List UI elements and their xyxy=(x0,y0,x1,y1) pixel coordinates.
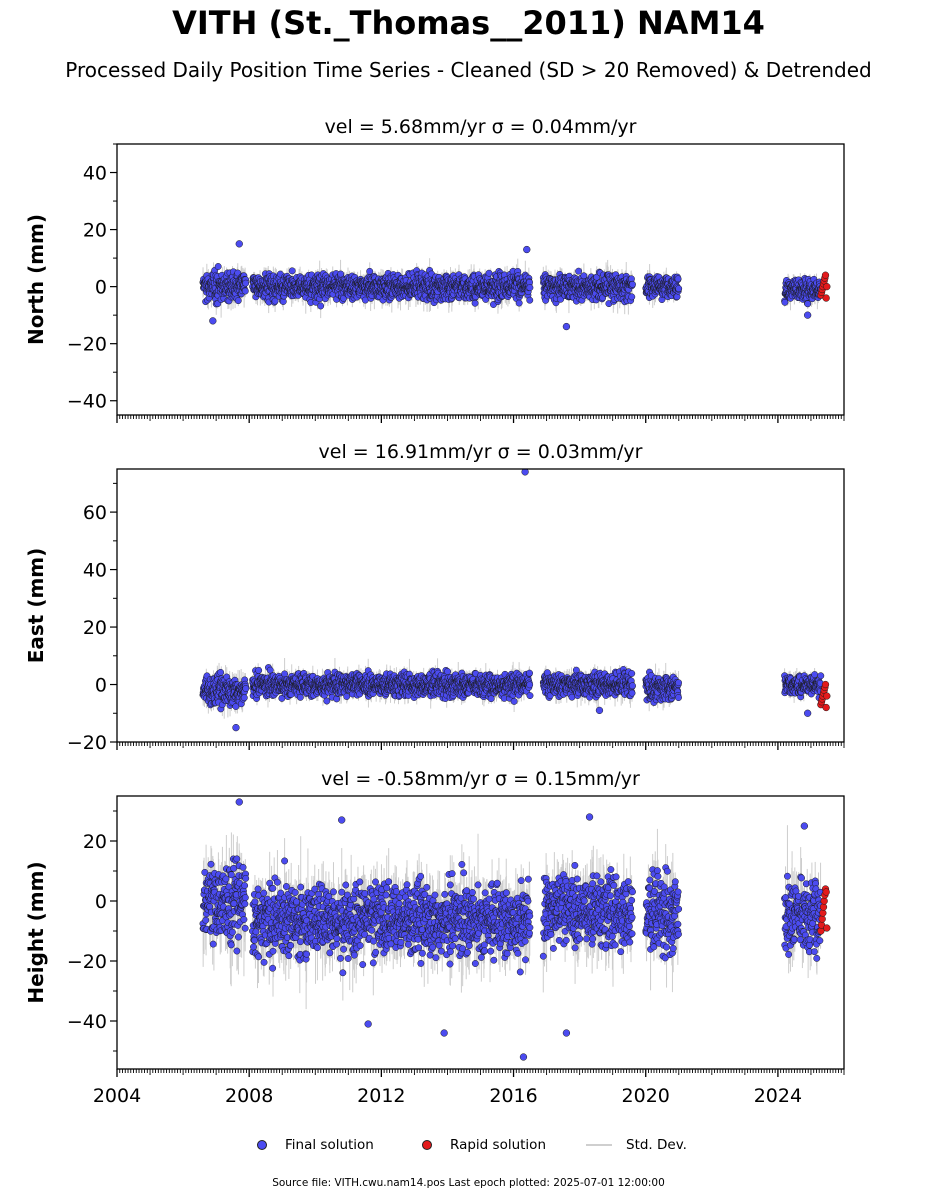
final-point xyxy=(288,267,296,275)
final-solution-points-north xyxy=(199,240,825,331)
y-axis-label-north: North (mm) xyxy=(24,214,48,345)
final-point xyxy=(515,299,523,307)
final-point xyxy=(673,293,681,301)
final-point-outlier xyxy=(523,245,531,254)
rapid-solution-points-north xyxy=(817,271,831,302)
rapid-point xyxy=(823,282,831,291)
final-point xyxy=(217,668,225,676)
final-point xyxy=(232,703,240,710)
y-tick-label: −40 xyxy=(67,391,107,413)
final-point xyxy=(629,280,636,288)
y-tick-label: 40 xyxy=(83,163,107,185)
final-point-outlier xyxy=(235,240,243,248)
final-point xyxy=(214,263,222,270)
final-point xyxy=(675,285,683,293)
final-point-outlier xyxy=(209,317,217,325)
final-point xyxy=(242,685,250,693)
final-point xyxy=(242,279,250,287)
final-point xyxy=(240,694,248,702)
panel-data-north xyxy=(199,240,831,331)
final-point xyxy=(526,284,534,292)
final-point xyxy=(485,269,493,277)
final-point xyxy=(241,287,249,295)
rapid-point xyxy=(821,271,830,279)
final-point xyxy=(804,300,812,308)
final-point-outlier xyxy=(804,311,812,319)
final-point xyxy=(271,297,279,305)
final-point xyxy=(628,293,636,301)
panel-title-north: vel = 5.68mm/yr σ = 0.04mm/yr xyxy=(325,116,637,138)
y-tick-label: 0 xyxy=(95,277,107,299)
final-point xyxy=(366,267,374,275)
y-tick-label: 20 xyxy=(83,220,107,242)
final-point xyxy=(361,296,369,304)
final-point xyxy=(234,297,242,305)
final-point xyxy=(255,666,263,674)
panel-data-east xyxy=(199,469,831,732)
rapid-point xyxy=(822,294,830,302)
final-point xyxy=(526,296,534,304)
figure-title: VITH (St._Thomas__2011) NAM14 xyxy=(172,4,765,42)
final-solution-points-east xyxy=(199,469,825,732)
final-point xyxy=(674,275,682,283)
final-point xyxy=(781,298,789,306)
final-point-outlier xyxy=(562,322,571,331)
final-point xyxy=(575,267,583,275)
final-point xyxy=(317,302,325,310)
y-tick-label: −20 xyxy=(67,334,107,356)
final-point xyxy=(471,299,479,307)
figure-subtitle: Processed Daily Position Time Series - C… xyxy=(65,58,872,82)
